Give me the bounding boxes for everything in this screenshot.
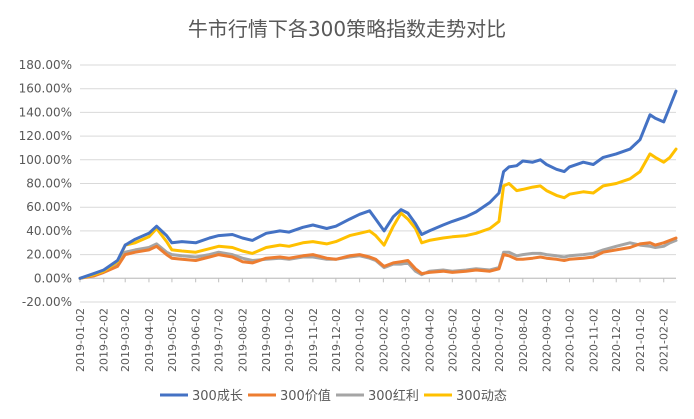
x-tick-label: 2020-06-02 — [470, 308, 483, 372]
legend-label: 300价值 — [280, 388, 331, 404]
x-tick-label: 2021-02-02 — [658, 308, 671, 372]
x-tick-label: 2019-10-02 — [283, 308, 296, 372]
y-tick-label: 140.00% — [19, 105, 72, 119]
legend-label: 300成长 — [192, 389, 243, 404]
x-tick-label: 2019-01-02 — [74, 308, 87, 372]
x-axis-tick-labels: 2019-01-02 2019-02-02 2019-03-02 2019-04-02… — [74, 278, 671, 372]
x-tick-label: 2020-02-02 — [377, 308, 390, 372]
x-tick-label: 2019-09-02 — [260, 308, 273, 372]
series-line-300成长 — [78, 89, 678, 280]
x-tick-label: 2020-05-02 — [446, 308, 459, 372]
series-lines — [78, 89, 678, 280]
x-tick-label: 2020-07-02 — [493, 308, 506, 372]
x-tick-label: 2019-03-02 — [119, 308, 132, 372]
x-tick-label: 2020-12-02 — [610, 308, 623, 372]
legend-label: 300红利 — [368, 388, 419, 404]
y-axis-tick-labels: -20.00% 0.00% 20.00% 40.00% 60.00% 80.00% 100.… — [19, 58, 72, 309]
x-tick-label: 2020-10-02 — [564, 308, 577, 372]
series-line-300红利 — [78, 238, 678, 280]
x-tick-label: 2019-12-02 — [330, 308, 343, 372]
x-tick-label: 2019-02-02 — [98, 308, 111, 372]
y-tick-label: 80.00% — [26, 177, 72, 191]
x-tick-label: 2019-04-02 — [143, 308, 156, 372]
x-tick-label: 2020-01-02 — [354, 308, 367, 372]
x-tick-label: 2019-06-02 — [190, 308, 203, 372]
y-tick-label: -20.00% — [22, 295, 72, 309]
y-tick-label: 20.00% — [26, 248, 72, 262]
series-line-300动态 — [78, 147, 678, 280]
x-tick-label: 2019-08-02 — [236, 308, 249, 372]
x-tick-label: 2020-08-02 — [517, 308, 530, 372]
x-tick-label: 2020-11-02 — [587, 308, 600, 372]
grid-lines — [80, 64, 676, 303]
y-tick-label: 100.00% — [19, 153, 72, 167]
y-tick-label: 0.00% — [34, 271, 72, 285]
chart-title: 牛市行情下各300策略指数走势对比 — [188, 17, 506, 41]
x-tick-label: 2020-09-02 — [541, 308, 554, 372]
y-tick-label: 120.00% — [19, 129, 72, 143]
x-tick-label: 2021-01-02 — [634, 308, 647, 372]
y-tick-label: 40.00% — [26, 224, 72, 238]
x-tick-label: 2020-04-02 — [423, 308, 436, 372]
series-line-300价值 — [78, 236, 678, 280]
x-tick-label: 2019-11-02 — [307, 308, 320, 372]
legend: 300成长 300价值 300红利 300动态 — [160, 388, 507, 404]
x-tick-label: 2020-03-02 — [400, 308, 413, 372]
y-tick-label: 160.00% — [19, 82, 72, 96]
y-tick-label: 60.00% — [26, 200, 72, 214]
x-tick-label: 2019-05-02 — [166, 308, 179, 372]
x-tick-label: 2019-07-02 — [213, 308, 226, 372]
legend-label: 300动态 — [456, 389, 507, 404]
y-tick-label: 180.00% — [19, 58, 72, 72]
